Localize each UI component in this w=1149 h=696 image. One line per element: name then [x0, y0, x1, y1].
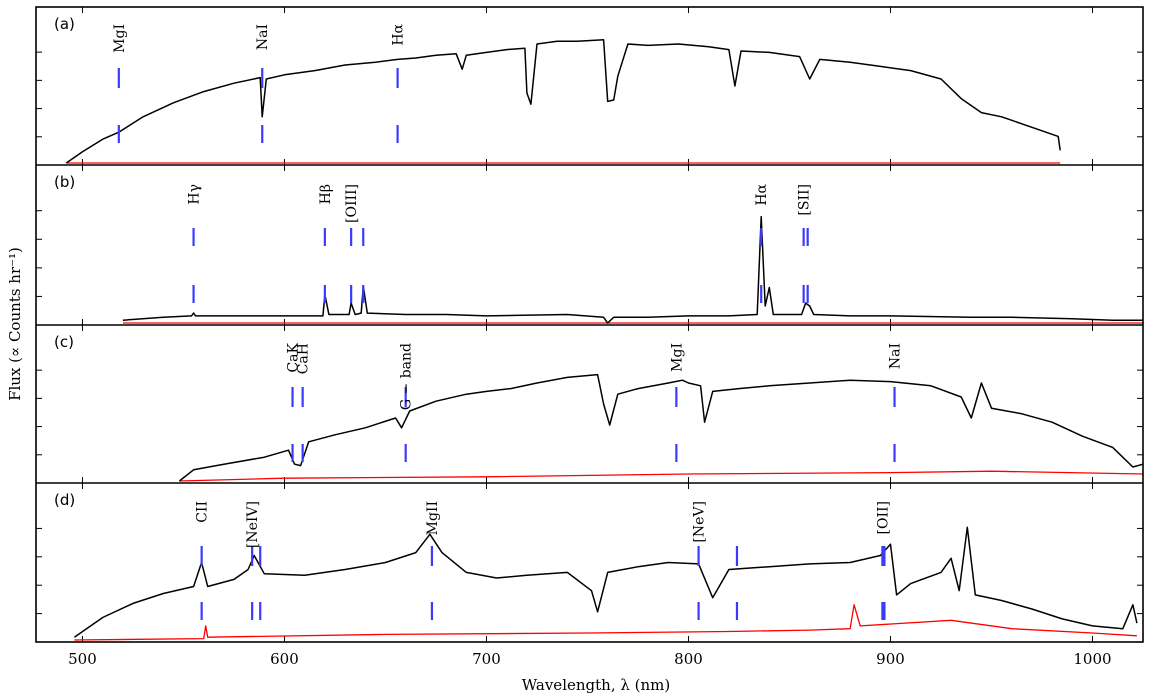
y-axis-label: Flux (∝ Counts hr⁻¹): [6, 247, 24, 401]
line-label: CaH: [296, 343, 312, 374]
line-label: G − band: [399, 343, 415, 410]
x-axis: 500 600 700 800 900 1000: [35, 6, 1144, 668]
panel-1: Hγ Hβ [OIII] Hα [SII] (b): [36, 165, 1143, 325]
line-label: Hα: [391, 23, 407, 45]
x-tick-label: 1000: [1073, 650, 1111, 668]
panel-label: (d): [54, 491, 75, 509]
x-tick-label: 900: [876, 650, 905, 668]
x-tick-label: 700: [472, 650, 501, 668]
line-label: CaK: [286, 342, 302, 372]
line-label: [NeIV]: [245, 501, 261, 548]
flux-spectrum-line: [73, 526, 1138, 638]
line-label: NaI: [888, 343, 904, 369]
line-label: MgI: [669, 343, 685, 372]
line-label: [SII]: [797, 184, 813, 216]
error-spectrum-line: [74, 604, 1137, 641]
line-label: [NeV]: [692, 501, 708, 543]
x-tick-label: 800: [674, 650, 703, 668]
panel-label: (b): [54, 173, 75, 191]
line-label: [OII]: [875, 501, 891, 534]
line-label: MgII: [425, 501, 441, 535]
x-axis-label: Wavelength, λ (nm): [522, 676, 670, 694]
panel-label: (c): [54, 333, 74, 351]
line-label: CII: [195, 501, 211, 523]
x-tick-label: 500: [68, 650, 97, 668]
line-label: Hα: [754, 183, 770, 205]
flux-spectrum-line: [65, 39, 1061, 164]
panel-0: MgI NaI Hα (a): [36, 7, 1143, 165]
error-spectrum-line: [179, 470, 1144, 482]
flux-spectrum-line: [178, 373, 1144, 482]
line-label: Hγ: [187, 184, 203, 205]
panel-3: CII [NeIV] MgII [NeV] [OII] (d): [36, 483, 1143, 642]
line-label: NaI: [255, 24, 271, 50]
x-tick-label: 600: [270, 650, 299, 668]
line-label: Hβ: [318, 184, 334, 204]
line-label: [OIII]: [344, 184, 360, 223]
line-label: MgI: [112, 24, 128, 53]
flux-spectrum-line: [122, 215, 1143, 324]
panel-label: (a): [54, 15, 75, 33]
